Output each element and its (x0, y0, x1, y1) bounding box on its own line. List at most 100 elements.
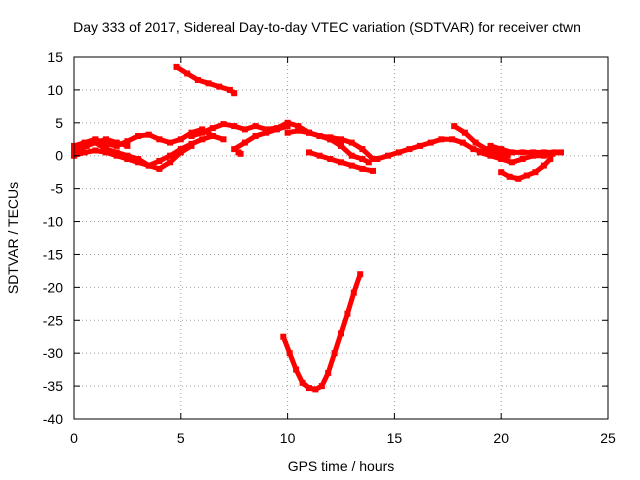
data-point (188, 133, 195, 139)
axis-ticks (73, 56, 609, 420)
y-tick-label: -35 (43, 378, 63, 394)
data-point (498, 156, 505, 162)
data-point (231, 146, 238, 153)
data-point (135, 133, 142, 139)
series-arc-e (173, 63, 238, 97)
data-point (523, 172, 530, 179)
chart-title: Day 333 of 2017, Sidereal Day-to-day VTE… (73, 19, 581, 35)
data-point (519, 149, 526, 156)
data-point (252, 133, 259, 139)
y-tick-label: -10 (43, 214, 63, 230)
y-tick-label: -20 (43, 279, 63, 295)
data-point (92, 136, 99, 143)
data-point (81, 149, 88, 156)
data-point (252, 123, 259, 130)
data-point (427, 139, 434, 146)
y-axis-label: SDTVAR / TECUs (5, 182, 21, 294)
data-point (350, 289, 357, 296)
data-point (77, 146, 84, 153)
data-point (220, 121, 227, 128)
data-point (237, 150, 244, 157)
data-point (530, 149, 537, 156)
data-point (209, 125, 216, 132)
data-point (540, 162, 547, 169)
data-point (483, 146, 490, 153)
series-arc-q (498, 156, 554, 182)
series-arc-p (476, 149, 556, 166)
data-point (451, 123, 458, 130)
data-point (167, 139, 174, 146)
data-point (338, 330, 344, 337)
data-point (167, 159, 174, 166)
data-point (145, 131, 152, 138)
y-tick-label: -5 (51, 181, 64, 197)
data-point (487, 152, 494, 159)
data-point (370, 167, 376, 174)
data-point (338, 136, 344, 143)
series-arc-i (280, 271, 364, 393)
data-point (92, 139, 99, 146)
data-point (348, 152, 355, 159)
data-point (508, 159, 515, 166)
data-point (167, 152, 174, 159)
data-point (417, 142, 423, 149)
plot-frame (73, 56, 609, 420)
data-point (406, 146, 413, 153)
data-point (558, 149, 564, 156)
data-point (124, 156, 131, 162)
data-point (113, 139, 120, 146)
data-point (280, 333, 287, 340)
data-point (338, 139, 344, 146)
data-point (498, 169, 505, 176)
data-point (549, 150, 556, 157)
data-point (103, 140, 109, 147)
data-point (156, 165, 163, 172)
data-point (508, 149, 515, 156)
data-point (348, 162, 355, 169)
data-point (145, 162, 152, 169)
data-point (124, 152, 131, 159)
data-point (81, 139, 88, 146)
data-point (284, 123, 291, 130)
series-arc-g (231, 123, 291, 153)
data-point (327, 136, 334, 143)
data-point (540, 152, 547, 159)
series-arc-k (306, 149, 376, 174)
data-point (325, 369, 332, 376)
data-point (316, 152, 323, 159)
data-point (338, 159, 344, 166)
data-point (135, 156, 142, 162)
y-tick-label: -15 (43, 246, 63, 262)
x-axis-label: GPS time / hours (288, 458, 395, 474)
data-point (357, 271, 364, 278)
data-point (359, 165, 366, 172)
data-point (194, 77, 201, 83)
data-point (540, 149, 547, 156)
data-point (92, 147, 99, 154)
data-point (263, 126, 270, 133)
data-point (177, 149, 184, 156)
data-point (188, 129, 195, 136)
data-point (515, 175, 522, 182)
data-point (395, 149, 402, 156)
data-point (199, 129, 206, 136)
data-point (318, 383, 325, 390)
data-point (177, 136, 184, 143)
data-series (71, 63, 564, 393)
data-point (359, 146, 366, 153)
data-point (472, 139, 479, 146)
data-point (284, 119, 291, 126)
y-tick-label: 5 (55, 115, 63, 131)
y-tick-label: 10 (47, 82, 63, 98)
data-point (327, 156, 334, 162)
data-point (284, 129, 291, 136)
data-point (519, 156, 526, 162)
data-point (241, 139, 248, 146)
data-point (220, 136, 227, 143)
data-point (316, 133, 323, 139)
data-point (370, 156, 376, 162)
data-point (459, 139, 466, 146)
data-point (348, 139, 355, 146)
data-point (312, 386, 319, 393)
